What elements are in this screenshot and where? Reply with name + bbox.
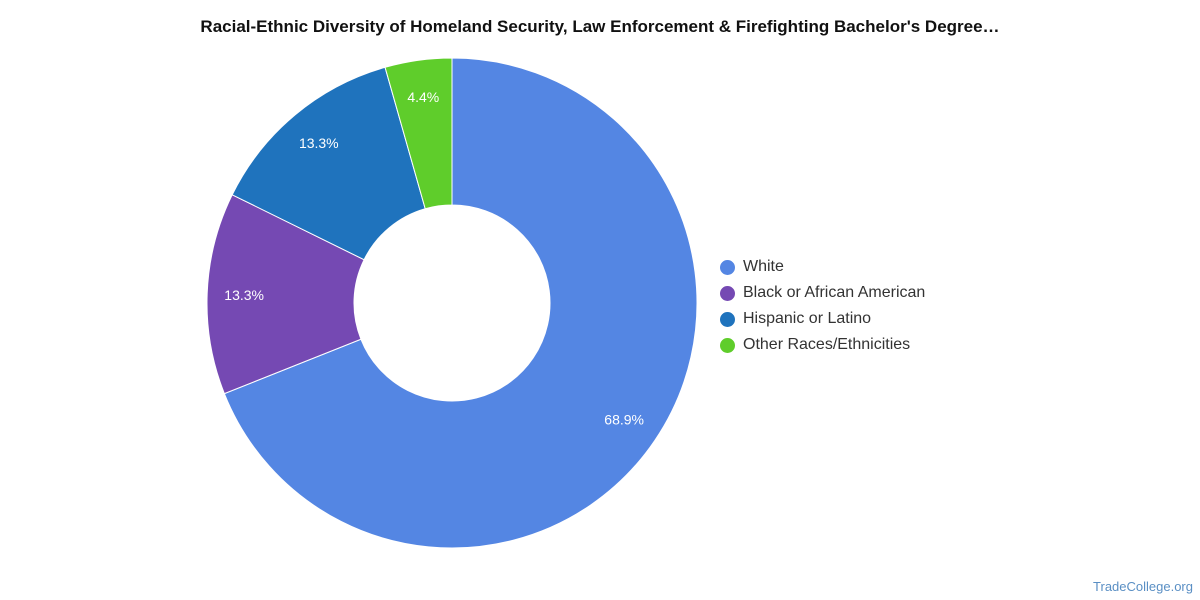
source-credit[interactable]: TradeCollege.org xyxy=(1093,579,1193,594)
slice-label-other-races-ethnicities: 4.4% xyxy=(407,89,439,105)
slice-hispanic-or-latino[interactable] xyxy=(231,66,426,261)
legend-label: Hispanic or Latino xyxy=(743,310,872,327)
legend-item-black-or-african-american[interactable]: Black or African American xyxy=(720,280,925,306)
slice-other-races-ethnicities[interactable] xyxy=(384,57,453,210)
donut-slices xyxy=(206,57,698,549)
chart-title: Racial-Ethnic Diversity of Homeland Secu… xyxy=(200,17,1000,36)
legend-item-hispanic-or-latino[interactable]: Hispanic or Latino xyxy=(720,306,925,332)
legend-item-other-races-ethnicities[interactable]: Other Races/Ethnicities xyxy=(720,332,925,358)
slice-black-or-african-american[interactable] xyxy=(206,194,365,395)
legend-label: Other Races/Ethnicities xyxy=(743,336,911,353)
legend-swatch xyxy=(720,259,735,275)
slice-label-hispanic-or-latino: 13.3% xyxy=(299,135,339,151)
slice-label-white: 68.9% xyxy=(604,412,644,428)
slice-white[interactable] xyxy=(223,57,698,549)
legend-label: Black or African American xyxy=(743,284,926,301)
chart-legend: White Black or African American Hispanic o… xyxy=(720,254,925,358)
legend-swatch xyxy=(720,285,735,301)
legend-item-white[interactable]: White xyxy=(720,254,925,280)
legend-swatch xyxy=(720,311,735,327)
slice-labels: 68.9% 13.3% 13.3% 4.4% xyxy=(224,89,644,428)
legend-label: White xyxy=(743,258,784,275)
legend-swatch xyxy=(720,337,735,353)
slice-label-black-or-african-american: 13.3% xyxy=(224,287,264,303)
